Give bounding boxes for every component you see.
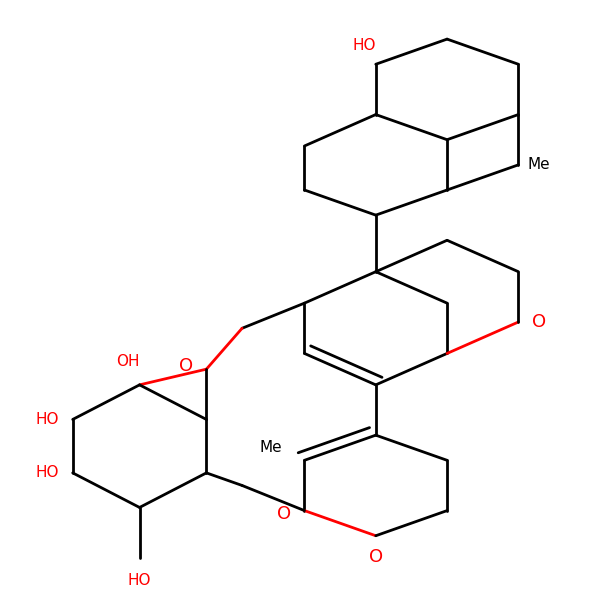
Text: HO: HO [352, 38, 376, 53]
Text: OH: OH [116, 354, 140, 369]
Text: HO: HO [36, 466, 59, 481]
Text: HO: HO [36, 412, 59, 427]
Text: O: O [179, 357, 193, 375]
Text: O: O [277, 505, 291, 523]
Text: O: O [369, 548, 383, 566]
Text: Me: Me [527, 157, 550, 172]
Text: Me: Me [260, 440, 282, 455]
Text: HO: HO [128, 574, 151, 589]
Text: O: O [532, 313, 546, 331]
